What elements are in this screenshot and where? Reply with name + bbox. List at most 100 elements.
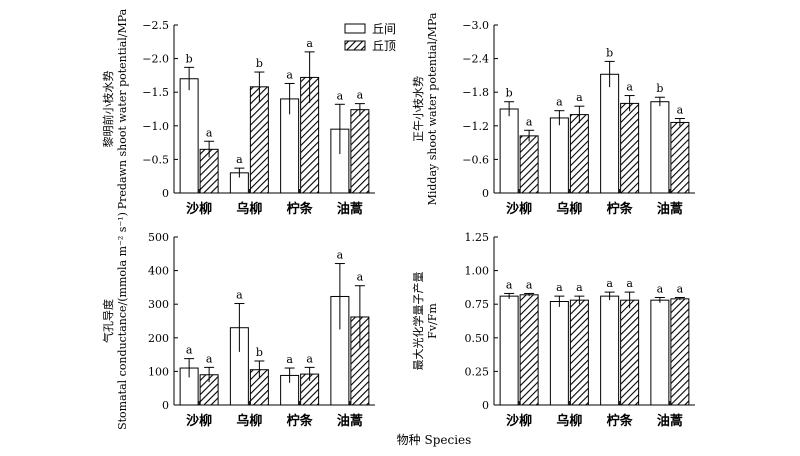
y-tick-label: 300	[148, 298, 169, 311]
significance-letter: a	[677, 104, 684, 117]
x-tick-label: 乌柳	[236, 201, 262, 217]
significance-letter: a	[337, 249, 344, 262]
bar-hatched	[350, 109, 370, 194]
bar-hatched	[620, 102, 640, 194]
y-tick-label: 0	[162, 187, 169, 200]
significance-letter: a	[286, 353, 293, 366]
significance-letter: b	[186, 52, 193, 65]
y-tick-label: 0.50	[465, 332, 490, 345]
x-tick-label: 乌柳	[556, 201, 582, 217]
bar-hatched	[670, 298, 690, 406]
bar-hatched	[620, 299, 640, 406]
bar-open	[499, 295, 519, 406]
y-axis-title-en: Stomatal conductance/(mmola m⁻² s⁻¹)	[116, 212, 129, 430]
significance-letter: a	[576, 281, 583, 294]
y-tick-label: 1.25	[465, 231, 490, 244]
significance-letter: b	[656, 82, 663, 95]
y-tick-label: −2.5	[142, 19, 169, 32]
legend-swatch-open	[344, 23, 366, 34]
x-tick-label: 柠条	[287, 413, 314, 429]
x-tick-label: 油蒿	[657, 413, 683, 429]
y-tick-label: −3.0	[462, 19, 489, 32]
x-tick-label: 油蒿	[657, 201, 683, 217]
bar-hatched	[249, 86, 269, 194]
significance-letter: a	[526, 278, 533, 291]
x-tick-label: 沙柳	[186, 413, 212, 429]
y-axis-title-cn: 气孔导度	[101, 299, 115, 343]
significance-letter: b	[606, 46, 613, 59]
y-axis-title-en: Predawn shoot water potential/MPa	[116, 8, 129, 209]
significance-letter: a	[677, 282, 684, 295]
y-tick-label: −0.5	[142, 153, 169, 166]
y-tick-label: 0.25	[465, 365, 490, 378]
y-axis-title-en: Midday shoot water potential/MPa	[426, 12, 439, 205]
y-tick-label: −1.8	[462, 86, 489, 99]
significance-letter: a	[236, 289, 243, 302]
bar-hatched	[569, 299, 589, 406]
chart-panel-top-right: 0 −0.6 −1.2 −1.8 −2.4 −3.0 正午小枝水势 Midday shoot …	[411, 12, 695, 217]
x-tick-label: 沙柳	[506, 413, 532, 429]
significance-letter: b	[506, 87, 513, 100]
significance-letter: a	[357, 271, 364, 284]
significance-letter: a	[337, 89, 344, 102]
significance-letter: a	[576, 91, 583, 104]
significance-letter: a	[206, 352, 213, 365]
y-tick-label: −2.0	[142, 53, 169, 66]
significance-letter: a	[606, 277, 613, 290]
y-tick-label: −1.5	[142, 86, 169, 99]
significance-letter: a	[556, 96, 563, 109]
bar-hatched	[569, 114, 589, 194]
legend-swatch-hatched	[344, 40, 366, 51]
y-axis-title-cn: 正午小枝水势	[411, 76, 425, 142]
y-tick-label: 1.00	[465, 265, 490, 278]
y-tick-label: 500	[148, 231, 169, 244]
y-tick-label: 0	[482, 399, 489, 412]
significance-letter: a	[626, 277, 633, 290]
y-tick-label: 0	[162, 399, 169, 412]
x-tick-label: 柠条	[607, 201, 634, 217]
bar-hatched	[670, 121, 690, 194]
y-tick-label: 0.75	[465, 298, 490, 311]
significance-letter: a	[306, 37, 313, 50]
y-tick-label: −1.0	[142, 120, 169, 133]
bar-open	[600, 295, 620, 406]
chart-panels: 0 −0.5 −1.0 −1.5 −2.0 −2.5 黎明前小枝水势 Predawn shoo…	[101, 8, 695, 430]
y-tick-label: −0.6	[462, 153, 489, 166]
x-tick-label: 油蒿	[337, 413, 363, 429]
significance-letter: a	[357, 89, 364, 102]
significance-letter: a	[186, 344, 193, 357]
bar-open	[650, 101, 670, 194]
significance-letter: b	[256, 57, 263, 70]
bar-open	[650, 299, 670, 406]
bar-open	[179, 78, 199, 194]
x-tick-label: 沙柳	[186, 201, 212, 217]
bar-hatched	[519, 294, 539, 406]
significance-letter: a	[626, 81, 633, 94]
x-tick-label: 柠条	[287, 201, 314, 217]
legend-label-open: 丘间	[372, 22, 396, 36]
significance-letter: a	[286, 68, 293, 81]
significance-letter: b	[256, 346, 263, 359]
significance-letter: a	[236, 153, 243, 166]
legend-label-hatched: 丘顶	[372, 39, 396, 53]
bar-hatched	[519, 135, 539, 194]
y-tick-label: 0	[482, 187, 489, 200]
y-axis-title-en: Fv/Fm	[426, 303, 439, 339]
y-tick-label: 100	[148, 365, 169, 378]
bar-open	[549, 301, 569, 406]
y-tick-label: −1.2	[462, 120, 489, 133]
x-axis-title: 物种 Species	[397, 433, 472, 447]
x-tick-label: 柠条	[607, 413, 634, 429]
y-tick-label: 400	[148, 265, 169, 278]
y-axis-title-cn: 黎明前小枝水势	[101, 71, 115, 148]
bar-open	[600, 73, 620, 194]
significance-letter: a	[556, 281, 563, 294]
y-axis-title-cn: 最大光化学量子产量	[411, 272, 425, 371]
significance-letter: a	[506, 278, 513, 291]
y-tick-label: 200	[148, 332, 169, 345]
bar-open	[499, 108, 519, 194]
significance-letter: a	[306, 352, 313, 365]
x-tick-label: 沙柳	[506, 201, 532, 217]
